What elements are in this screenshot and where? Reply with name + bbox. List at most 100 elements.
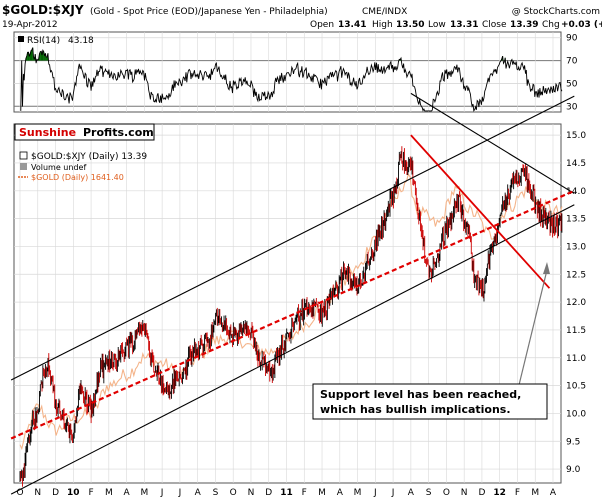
price-x-tick-label: O xyxy=(230,488,237,498)
price-y-tick-label: 13.5 xyxy=(566,215,586,225)
price-legend-volume: Volume undef xyxy=(31,163,86,172)
price-x-tick-label: D xyxy=(478,488,485,498)
high-value: 13.50 xyxy=(396,20,424,30)
annotation-pointer-head xyxy=(543,262,550,274)
price-x-tick-label: A xyxy=(124,488,131,498)
rsi-panel: 30 50 70 90 RSI(14) 43.18 xyxy=(13,31,578,113)
price-x-tick-label: S xyxy=(426,488,432,498)
rsi-y-tick-label: 30 xyxy=(566,102,578,112)
upper-right-line xyxy=(410,92,575,195)
rsi-y-tick-label: 70 xyxy=(566,57,578,67)
rsi-legend: RSI(14) 43.18 xyxy=(18,36,94,46)
price-x-tick-label: A xyxy=(408,488,415,498)
low-value: 13.31 xyxy=(450,20,478,30)
price-x-tick-label: M xyxy=(318,488,326,498)
symbol-description: (Gold - Spot Price (EOD)/Japanese Yen - … xyxy=(90,7,328,17)
price-x-tick-label: A xyxy=(195,488,202,498)
logo-sunshine: Sunshine xyxy=(19,126,76,139)
price-x-tick-label: 10 xyxy=(67,488,80,498)
price-x-tick-label: 11 xyxy=(280,488,293,498)
price-x-tick-label: N xyxy=(461,488,468,498)
low-label: Low xyxy=(428,20,446,30)
chg-value: +0.03 (+0.25%) xyxy=(561,20,602,30)
price-y-tick-label: 15.0 xyxy=(566,131,586,141)
price-x-tick-label: M xyxy=(354,488,362,498)
close-label: Close xyxy=(482,20,507,30)
price-x-tick-label: F xyxy=(88,488,93,498)
channel-upper-line xyxy=(10,95,575,381)
price-x-tick-label: J xyxy=(391,488,395,498)
price-x-tick-label: F xyxy=(515,488,520,498)
symbol-title: $GOLD:$XJY xyxy=(2,3,84,17)
price-x-tick-label: F xyxy=(302,488,307,498)
trendlines xyxy=(10,92,575,495)
price-y-tick-label: 14.5 xyxy=(566,159,586,169)
channel-midline xyxy=(10,189,575,440)
price-y-tick-label: 11.5 xyxy=(566,326,586,336)
price-x-tick-label: J xyxy=(178,488,182,498)
downtrend-line xyxy=(410,134,551,289)
price-legend-swatch xyxy=(19,151,28,160)
price-x-tick-label: M xyxy=(140,488,148,498)
close-value: 13.39 xyxy=(510,20,538,30)
price-y-tick-label: 12.5 xyxy=(566,270,586,280)
annotation-pointer xyxy=(518,269,548,386)
volume-legend-swatch xyxy=(20,163,27,170)
price-legend-overlay: $GOLD (Daily) 1641.40 xyxy=(31,173,124,182)
price-x-tick-label: M xyxy=(105,488,113,498)
rsi-y-tick-label: 90 xyxy=(566,34,578,44)
high-label: High xyxy=(372,20,393,30)
rsi-legend-value: 43.18 xyxy=(68,36,94,46)
sunshine-profits-logo: Sunshine Profits.com xyxy=(14,123,155,141)
rsi-grid xyxy=(14,32,561,112)
exchange-label: CME/INDX xyxy=(362,7,407,17)
price-y-tick-label: 12.0 xyxy=(566,298,586,308)
price-y-tick-label: 10.0 xyxy=(566,409,586,419)
rsi-series xyxy=(20,47,563,112)
open-value: 13.41 xyxy=(338,20,366,30)
price-y-tick-label: 9.5 xyxy=(566,437,580,447)
annotation-line1: Support level has been reached, xyxy=(320,388,521,401)
price-x-tick-label: N xyxy=(34,488,41,498)
price-y-ticks: 9.0 9.5 10.0 10.5 11.0 11.5 12.0 12.5 13.0 13.5 14… xyxy=(566,131,586,475)
logo-box xyxy=(14,123,155,141)
channel-lower-line xyxy=(10,204,575,495)
price-x-tick-label: 12 xyxy=(493,488,506,498)
rsi-legend-label: RSI(14) xyxy=(27,36,60,46)
price-x-tick-label: O xyxy=(443,488,450,498)
price-y-tick-label: 13.0 xyxy=(566,242,586,252)
price-y-tick-label: 9.0 xyxy=(566,465,581,475)
rsi-y-tick-label: 50 xyxy=(566,79,578,89)
rsi-y-ticks: 30 50 70 90 xyxy=(566,34,578,113)
price-x-tick-label: J xyxy=(160,488,164,498)
price-x-tick-label: S xyxy=(213,488,219,498)
ohlc-summary: Open 13.41 High 13.50 Low 13.31 Close 13… xyxy=(310,20,602,30)
price-x-tick-label: J xyxy=(373,488,377,498)
rsi-legend-swatch xyxy=(18,36,24,42)
price-x-tick-label: A xyxy=(550,488,557,498)
price-legend: $GOLD:$XJY (Daily) 13.39 Volume undef $G… xyxy=(18,151,147,182)
price-frame xyxy=(13,123,562,484)
logo-profits: Profits.com xyxy=(83,126,154,139)
copyright: @ StockCharts.com xyxy=(512,7,600,17)
price-x-tick-label: D xyxy=(265,488,272,498)
price-x-tick-label: A xyxy=(337,488,344,498)
price-y-tick-label: 14.0 xyxy=(566,187,586,197)
price-y-tick-label: 11.0 xyxy=(566,354,586,364)
price-x-tick-label: D xyxy=(52,488,59,498)
price-panel: 9.0 9.5 10.0 10.5 11.0 11.5 12.0 12.5 13.0 13.5 14… xyxy=(10,92,586,498)
open-label: Open xyxy=(310,20,334,30)
support-annotation: Support level has been reached, which ha… xyxy=(312,262,550,420)
price-x-tick-label: N xyxy=(248,488,255,498)
annotation-line2: which has bullish implications. xyxy=(320,403,511,416)
price-x-tick-label: O xyxy=(16,488,23,498)
annotation-box xyxy=(312,383,548,420)
chart-date: 19-Apr-2012 xyxy=(2,20,58,30)
price-x-ticks: O N D 10 F M A M J J A S O N D 11 F M A M J J A S O N D 12 F M A xyxy=(16,488,556,498)
chg-label: Chg xyxy=(542,20,560,30)
price-y-tick-label: 10.5 xyxy=(566,382,586,392)
rsi-line xyxy=(20,47,563,112)
rsi-frame xyxy=(13,31,562,113)
price-x-tick-label: M xyxy=(531,488,539,498)
